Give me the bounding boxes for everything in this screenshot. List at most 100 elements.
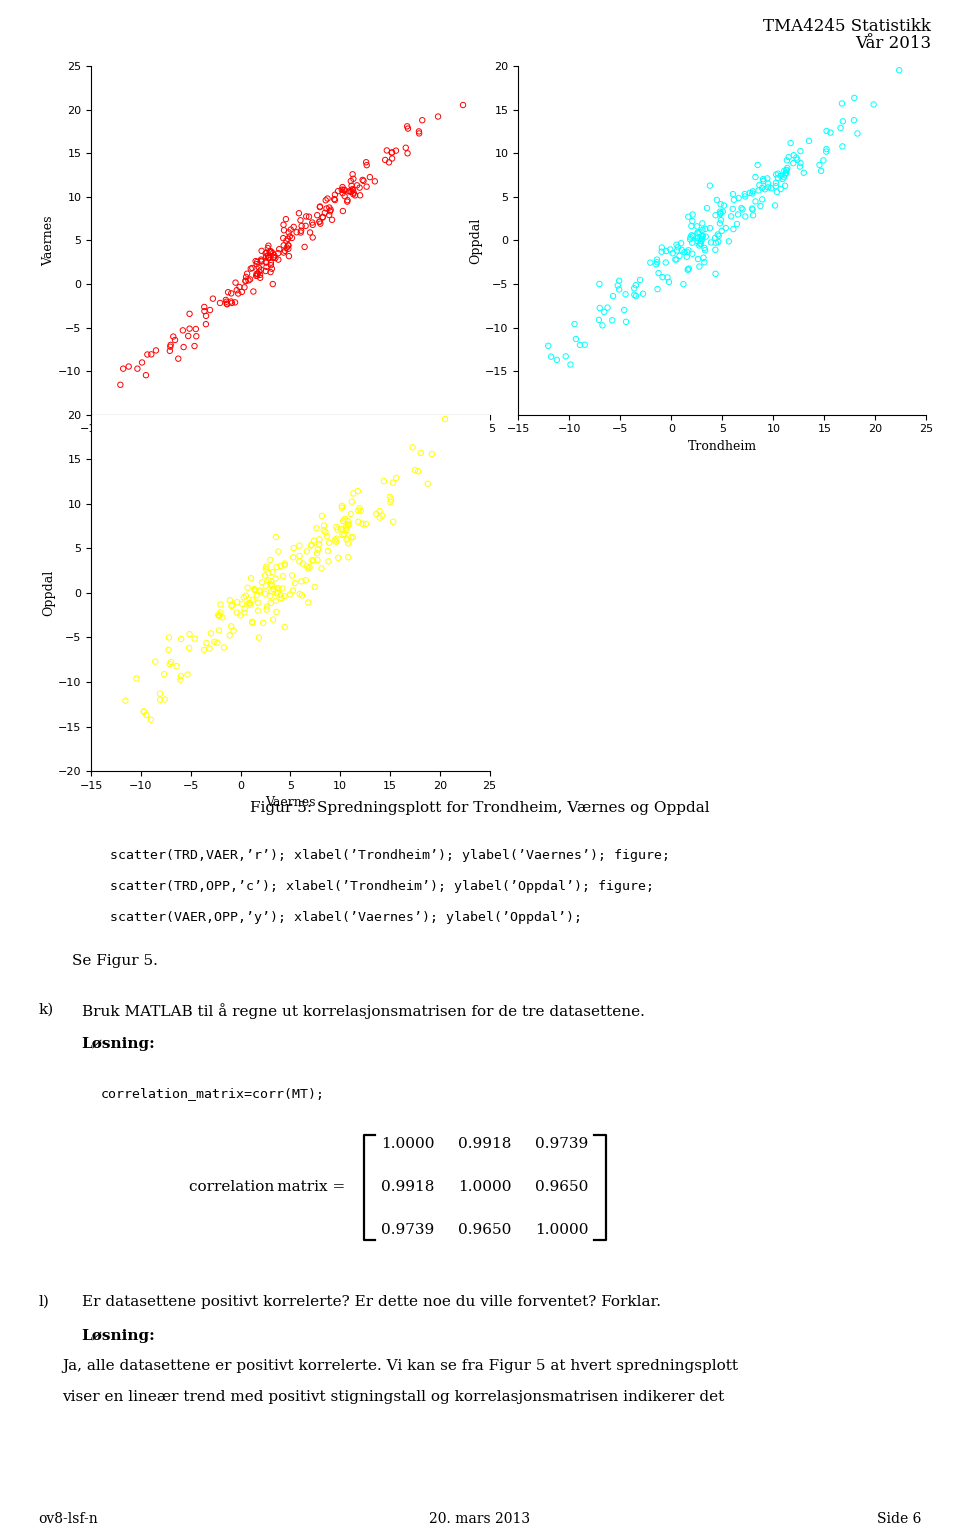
Point [718,215,733,240]
Point [694,227,709,252]
Point [276,240,292,264]
Point [313,212,328,237]
Point [238,584,253,608]
Point [260,246,276,270]
Point [180,324,196,349]
Point [253,238,269,263]
Point [248,579,263,604]
Point [204,621,219,645]
Point [704,230,719,255]
Point [823,120,838,144]
Point [383,490,398,515]
Point [300,539,315,564]
Point [245,588,260,613]
Point [161,637,177,662]
Point [568,327,584,352]
Text: Løsning:: Løsning: [82,1329,156,1342]
Point [757,177,773,201]
Point [262,246,277,270]
Point [389,465,404,490]
Point [790,147,805,172]
Point [709,187,725,212]
Point [684,203,700,227]
Point [712,200,728,224]
Point [312,194,327,218]
Point [374,504,390,528]
Point [777,158,792,183]
Point [198,312,213,336]
Text: 0.9739: 0.9739 [535,1137,588,1152]
Point [277,551,293,576]
Point [336,178,351,203]
Point [161,625,177,650]
Point [768,170,783,195]
Point [699,197,714,221]
Point [335,181,350,206]
Point [237,275,252,300]
Point [240,576,255,601]
Point [692,232,708,257]
Point [310,548,325,573]
Point [344,525,359,550]
Point [283,217,299,241]
X-axis label: Vaernes: Vaernes [265,796,316,809]
Point [367,169,382,194]
Point [245,610,260,634]
Point [277,238,293,263]
Point [755,175,770,200]
Point [780,155,795,180]
Point [304,210,320,235]
Point [708,238,723,263]
Point [300,554,315,579]
Point [297,235,312,260]
Point [384,140,399,164]
Point [138,362,154,387]
Point [334,177,349,201]
Point [691,233,707,258]
Point [413,441,428,465]
Point [748,164,763,189]
Point [258,554,274,579]
Point [616,298,632,323]
Point [317,201,332,226]
Point [710,223,726,247]
Point [345,178,360,203]
Text: 1.0000: 1.0000 [535,1223,588,1238]
Point [346,481,361,505]
Point [269,554,284,579]
Point [237,596,252,621]
Point [224,289,239,313]
Point [181,301,197,326]
Point [683,227,698,252]
Point [323,198,338,223]
Point [455,92,470,117]
Point [326,187,342,212]
Point [355,511,371,536]
Point [276,553,292,578]
Point [234,280,250,304]
Point [399,114,415,138]
X-axis label: Trondheim: Trondheim [255,439,325,453]
Point [335,522,350,547]
Point [654,235,669,260]
Point [171,346,186,370]
Point [697,238,712,263]
Point [670,235,685,260]
Point [243,591,258,616]
Point [265,241,280,266]
Point [558,344,573,369]
Point [343,180,358,204]
Point [661,270,677,295]
Point [130,356,145,381]
Point [339,527,354,551]
Point [263,573,278,598]
Point [279,235,295,260]
Point [346,525,361,550]
Text: Er datasettene positivt korrelerte? Er dette noe du ville forventet? Forklar.: Er datasettene positivt korrelerte? Er d… [82,1295,660,1309]
Point [291,201,306,226]
Point [188,316,204,341]
Point [756,169,771,194]
Point [181,316,197,341]
Point [713,192,729,217]
Point [144,343,159,367]
